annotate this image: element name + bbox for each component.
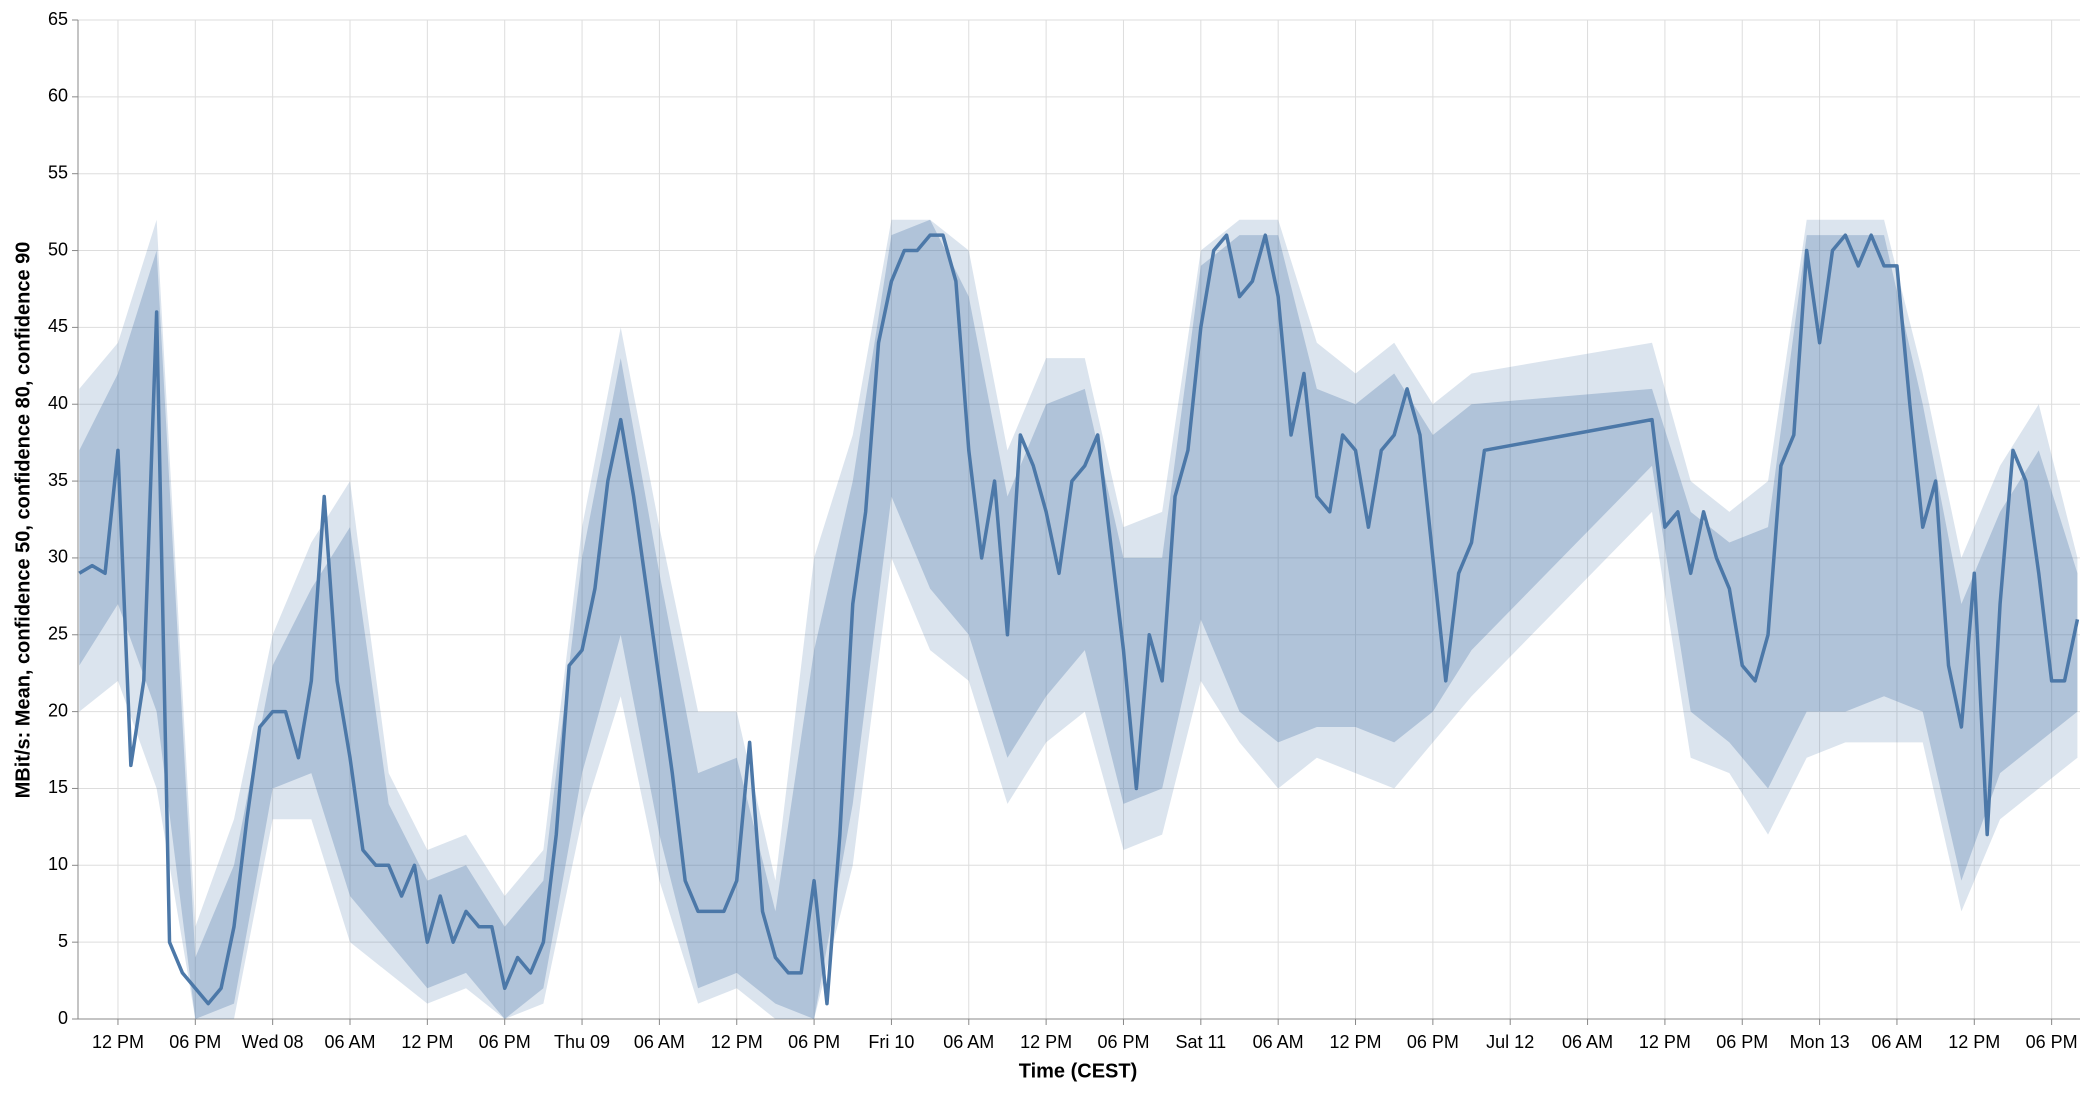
x-tick-label: Wed 08 (242, 1032, 304, 1052)
x-tick-label: Jul 12 (1486, 1032, 1534, 1052)
x-tick-label: 06 AM (943, 1032, 994, 1052)
y-tick-label: 25 (48, 624, 68, 644)
x-tick-label: Sat 11 (1175, 1032, 1226, 1052)
y-tick-label: 0 (58, 1008, 68, 1028)
y-tick-label: 5 (58, 931, 68, 951)
x-tick-label: 06 PM (479, 1032, 531, 1052)
x-tick-label: 06 PM (1407, 1032, 1459, 1052)
y-tick-label: 30 (48, 547, 68, 567)
y-tick-label: 45 (48, 316, 68, 336)
y-tick-label: 20 (48, 700, 68, 720)
y-tick-label: 65 (48, 9, 68, 29)
x-tick-label: Fri 10 (868, 1032, 914, 1052)
x-tick-label: 06 PM (1716, 1032, 1768, 1052)
x-tick-label: 12 PM (1020, 1032, 1072, 1052)
x-tick-label: 12 PM (1948, 1032, 2000, 1052)
x-tick-label: 06 AM (634, 1032, 685, 1052)
y-tick-label: 60 (48, 86, 68, 106)
x-axis-title: Time (CEST) (1019, 1060, 1138, 1082)
x-tick-label: 06 PM (1097, 1032, 1149, 1052)
y-tick-label: 55 (48, 162, 68, 182)
x-tick-label: 06 AM (324, 1032, 375, 1052)
y-tick-label: 35 (48, 470, 68, 490)
x-tick-label: 12 PM (711, 1032, 763, 1052)
x-tick-label: 06 PM (169, 1032, 221, 1052)
x-tick-label: 06 PM (788, 1032, 840, 1052)
mean-line (78, 233, 2080, 1006)
y-tick-label: 10 (48, 854, 68, 874)
x-tick-label: Thu 09 (554, 1032, 610, 1052)
x-tick-label: 12 PM (92, 1032, 144, 1052)
confidence-band (79, 219, 2078, 1020)
y-tick-label: 40 (48, 393, 68, 413)
x-tick-label: 12 PM (1639, 1032, 1691, 1052)
x-tick-label: 06 AM (1253, 1032, 1304, 1052)
confidence-band (79, 219, 2078, 1020)
x-tick-label: 06 AM (1562, 1032, 1613, 1052)
x-tick-label: 06 AM (1871, 1032, 1922, 1052)
y-axis-title: MBit/s: Mean, confidence 50, confidence … (12, 242, 34, 799)
x-tick-label: 06 PM (2026, 1032, 2078, 1052)
x-tick-label: 12 PM (1330, 1032, 1382, 1052)
y-tick-label: 15 (48, 777, 68, 797)
x-tick-label: Mon 13 (1790, 1032, 1850, 1052)
x-tick-label: 12 PM (401, 1032, 453, 1052)
y-tick-label: 50 (48, 239, 68, 259)
